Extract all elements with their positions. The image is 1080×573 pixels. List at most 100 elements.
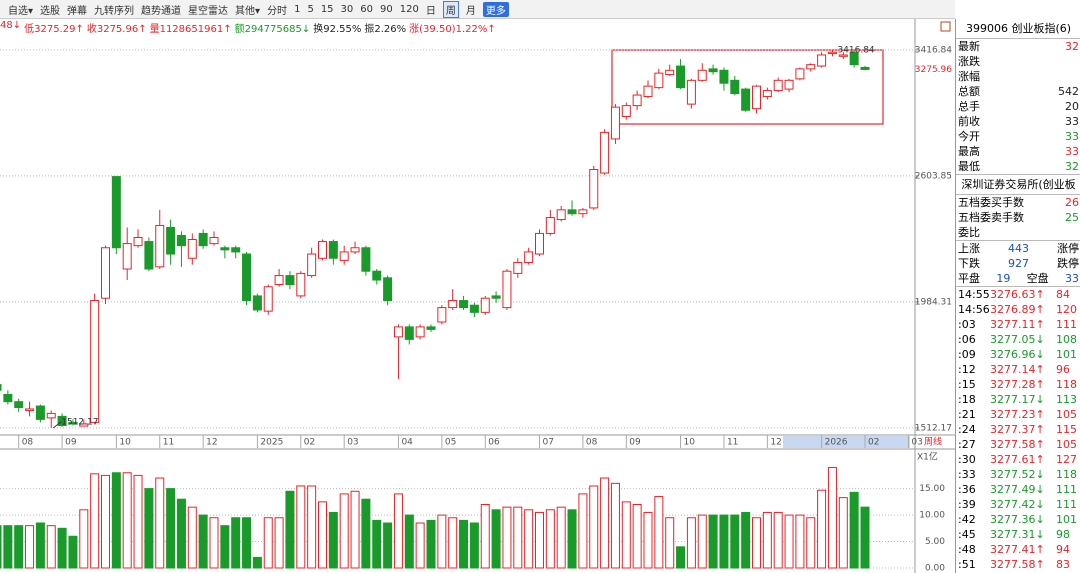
stats-cell: 上涨 [958, 242, 980, 255]
row-value: 542 [1058, 85, 1079, 98]
y-tick-label: 0.00 [925, 564, 945, 573]
trade-volume: 105 [1056, 408, 1077, 421]
trade-time: :39 [958, 498, 976, 511]
trade-price: 3277.52↓ [990, 468, 1045, 481]
trade-row: :27 3277.58↑ 105 [956, 437, 1080, 452]
candle-body [610, 106, 620, 140]
trade-volume: 83 [1056, 558, 1070, 571]
candle-body [35, 405, 45, 420]
toolbar-item[interactable]: 月 [465, 5, 476, 17]
candle-body [404, 326, 414, 340]
stats-row: 平盘 19 空盘 33 [956, 271, 1080, 286]
volume-bar [231, 517, 241, 569]
candle-body [263, 286, 273, 312]
volume-bar [448, 517, 458, 569]
row-value: 33 [1065, 115, 1079, 128]
candle-body [741, 88, 751, 111]
trade-price: 3277.49↓ [990, 483, 1045, 496]
stats-row: 下跌 927 跌停 [956, 256, 1080, 271]
stats-cell: 927 [1008, 257, 1029, 270]
candle-body [393, 326, 403, 338]
candle-body [437, 307, 447, 323]
info-item: 48↓ [0, 20, 22, 31]
trade-time: :45 [958, 528, 976, 541]
toolbar: 自选▾ 选股 弹幕 九转序列 趋势通道 星空雷达 其他▾ 分时 1 5 15 30 60 90 120 日周月… [0, 0, 955, 19]
trade-volume: 105 [1056, 438, 1077, 451]
candle-body [383, 277, 393, 302]
toolbar-item[interactable]: 60 [360, 3, 374, 15]
volume-bar [144, 488, 154, 569]
info-item: 涨(39.50)1.22%↑ [409, 24, 496, 34]
volume-bar [415, 522, 425, 569]
volume-bar [545, 509, 555, 569]
row-value: 33 [1065, 130, 1079, 143]
volume-bar [838, 497, 848, 569]
toolbar-item[interactable]: 120 [399, 3, 419, 15]
volume-bar [242, 517, 252, 569]
candle-body [361, 247, 371, 272]
volume-bar [676, 546, 686, 569]
candle-body [111, 176, 121, 249]
toolbar-item[interactable]: 弹幕 [67, 5, 88, 17]
x-tick-label: 09 [629, 438, 641, 448]
trade-time: :06 [958, 333, 976, 346]
row-label: 涨幅 [958, 70, 980, 83]
row-value: 25 [1065, 211, 1079, 224]
candle-body [708, 68, 718, 73]
y-tick-label: 3416.84 [915, 45, 952, 55]
toolbar-item[interactable]: 分时 [267, 5, 288, 17]
candle-body [643, 85, 653, 98]
x-tick-label: 09 [65, 438, 77, 448]
toolbar-item[interactable]: 5 [307, 3, 314, 15]
toolbar-item[interactable]: 星空雷达 [188, 5, 229, 17]
stats-cell: 19 [996, 272, 1011, 285]
trade-row: :24 3277.37↑ 115 [956, 422, 1080, 437]
trade-price: 3277.36↓ [990, 513, 1045, 526]
candle-body [654, 72, 664, 89]
volume-bar [220, 525, 230, 569]
candle-body [122, 243, 132, 270]
x-tick-label: 2025 [260, 438, 283, 448]
quote-row: 总手 20 [956, 99, 1080, 114]
info-item: 振2.26% [364, 24, 407, 34]
quote-row: 五档委卖手数 25 [956, 210, 1080, 225]
toolbar-item[interactable]: 30 [340, 3, 354, 15]
volume-bar [686, 517, 696, 569]
toolbar-item[interactable]: 趋势通道 [141, 5, 182, 17]
quote-panel: 399006 创业板指(6) 最新 32 涨跌 涨幅 总额 542 总手 20 前收 33 今开 33 最… [955, 19, 1080, 573]
volume-bar [90, 473, 100, 569]
trade-volume: 111 [1056, 318, 1077, 331]
toolbar-item[interactable]: 更多 [482, 1, 509, 17]
x-tick-label: 03 [347, 438, 358, 448]
trade-price: 3277.42↓ [990, 498, 1045, 511]
trade-volume: 84 [1056, 288, 1070, 301]
separator [956, 286, 1080, 287]
volume-bar [762, 511, 772, 569]
toolbar-item[interactable]: 90 [380, 3, 393, 15]
volume-bar [469, 522, 479, 569]
toolbar-item[interactable]: 自选▾ [8, 5, 34, 17]
volume-bar [0, 525, 2, 569]
quote-row: 前收 33 [956, 114, 1080, 129]
x-tick-label: 07 [543, 438, 554, 448]
candle-body [415, 326, 425, 338]
toolbar-item[interactable]: 选股 [40, 5, 61, 17]
stats-cell: 33 [1064, 272, 1079, 285]
candle-body [665, 69, 675, 76]
toolbar-item[interactable]: 周 [442, 0, 459, 18]
trade-time: :12 [958, 363, 976, 376]
toolbar-item[interactable]: 日 [425, 5, 436, 17]
x-tick-label: 06 [488, 438, 500, 448]
toolbar-item[interactable]: 九转序列 [94, 5, 135, 17]
trade-price: 3277.41↑ [990, 543, 1045, 556]
stats-cell: 443 [1008, 242, 1029, 255]
candle-body [176, 234, 186, 247]
toolbar-item[interactable]: 1 [294, 3, 301, 15]
trade-row: :03 3277.11↑ 111 [956, 317, 1080, 332]
toolbar-item[interactable]: 15 [320, 3, 334, 15]
toolbar-item[interactable]: 其他▾ [235, 5, 261, 17]
candle-body [3, 393, 13, 403]
icon[interactable] [940, 21, 951, 32]
volume-bar [524, 509, 534, 569]
volume-bar [817, 489, 827, 569]
